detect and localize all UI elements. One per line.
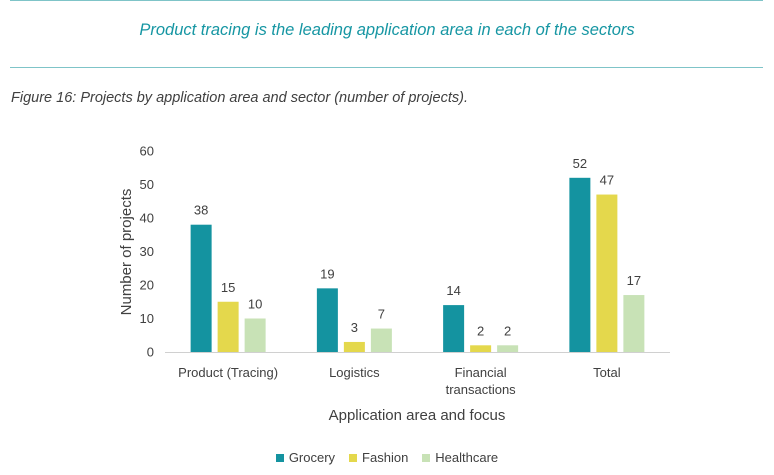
y-tick-label: 40: [140, 211, 154, 226]
y-tick-label: 60: [140, 144, 154, 159]
bar: [470, 345, 492, 352]
top-rule: [10, 0, 763, 1]
data-label: 3: [351, 320, 358, 335]
bottom-rule: [10, 67, 763, 68]
data-label: 7: [378, 307, 385, 322]
bar-chart: 0 10 20 30 40 50 60 38 15 10 19 3 7 14 2 2 52 47 17 Produ…: [118, 144, 670, 424]
x-axis-title: Application area and focus: [329, 407, 506, 424]
x-tick-label: Financial: [455, 365, 507, 380]
y-tick-label: 30: [140, 244, 154, 259]
data-label: 52: [573, 156, 587, 171]
x-tick-label: transactions: [446, 382, 517, 397]
bar: [596, 194, 618, 352]
bar: [497, 345, 519, 352]
bar: [343, 341, 365, 352]
bar: [370, 328, 392, 352]
chart-legend: Grocery Fashion Healthcare: [0, 450, 774, 465]
data-label: 2: [504, 323, 511, 338]
data-label: 17: [627, 273, 641, 288]
y-axis-title: Number of projects: [118, 189, 135, 316]
legend-item: Grocery: [275, 450, 336, 465]
y-tick-label: 10: [140, 311, 154, 326]
legend-item: Healthcare: [422, 450, 498, 465]
data-label: 19: [320, 266, 334, 281]
data-label: 14: [446, 283, 460, 298]
legend-swatch: [275, 453, 284, 462]
figure-caption: Figure 16: Projects by application area …: [11, 90, 468, 106]
data-label: 2: [477, 323, 484, 338]
legend-swatch: [349, 453, 358, 462]
x-tick-label: Total: [593, 365, 621, 380]
bar: [443, 305, 465, 352]
legend-label: Healthcare: [435, 450, 499, 465]
data-label: 10: [248, 297, 262, 312]
bar: [217, 301, 239, 352]
bar: [190, 224, 212, 352]
bar: [569, 177, 591, 352]
x-tick-label: Product (Tracing): [178, 365, 278, 380]
y-tick-label: 50: [140, 177, 154, 192]
bar: [623, 295, 645, 352]
bar: [316, 288, 338, 352]
data-label: 38: [194, 203, 208, 218]
x-tick-label: Logistics: [329, 365, 380, 380]
legend-item: Fashion: [349, 450, 408, 465]
bar: [244, 318, 266, 352]
legend-swatch: [422, 453, 431, 462]
legend-label: Fashion: [362, 450, 409, 465]
y-tick-label: 0: [147, 345, 154, 360]
data-label: 47: [600, 173, 614, 188]
y-tick-label: 20: [140, 278, 154, 293]
headline: Product tracing is the leading applicati…: [139, 21, 635, 39]
data-label: 15: [221, 280, 235, 295]
legend-label: Grocery: [288, 450, 336, 465]
